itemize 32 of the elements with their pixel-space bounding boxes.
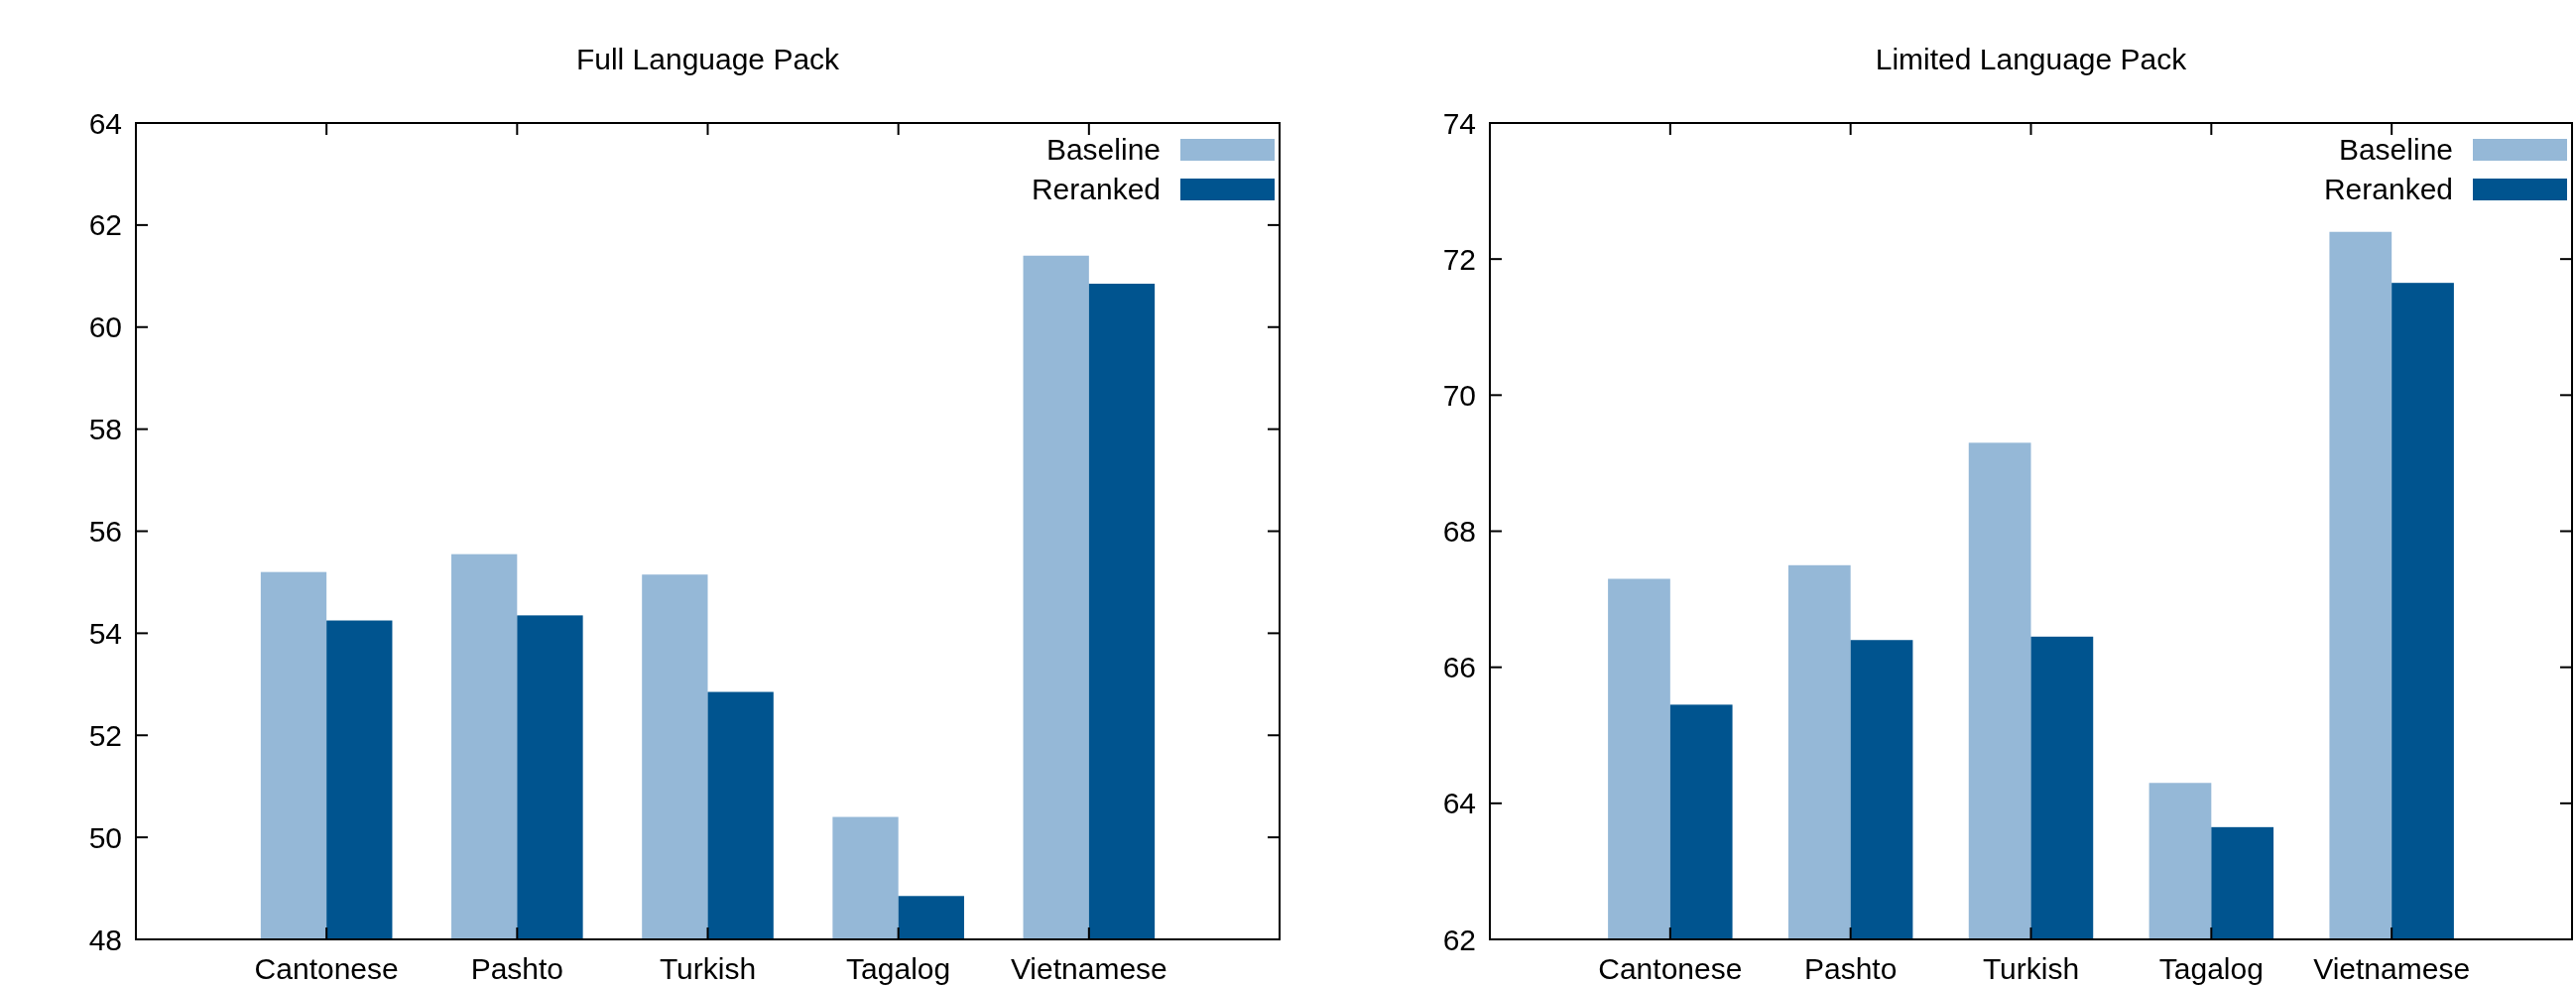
y-tick-label: 74 <box>1442 106 1476 140</box>
x-tick-label: Tagalog <box>846 952 951 985</box>
x-tick-label: Turkish <box>659 952 757 985</box>
y-tick-label: 48 <box>88 923 122 956</box>
x-tick-label: Vietnamese <box>1010 952 1167 985</box>
x-tick-label: Cantonese <box>1598 952 1743 985</box>
y-tick-label: 62 <box>1442 923 1476 956</box>
x-tick-label: Cantonese <box>254 952 399 985</box>
y-tick-label: 54 <box>88 616 122 650</box>
y-tick-label: 64 <box>88 106 122 140</box>
y-tick-label: 68 <box>1442 515 1476 548</box>
y-tick-label: 60 <box>88 310 122 344</box>
x-tick-label: Pashto <box>470 952 564 985</box>
legend-label: Baseline <box>2338 132 2453 166</box>
y-tick-label: 50 <box>88 820 122 854</box>
y-tick-label: 64 <box>1442 787 1476 820</box>
legend-label: Baseline <box>1045 132 1161 166</box>
legend-label: Reranked <box>2323 172 2453 205</box>
y-tick-label: 70 <box>1442 378 1476 412</box>
x-tick-label: Turkish <box>1982 952 2080 985</box>
y-tick-label: 66 <box>1442 651 1476 684</box>
y-tick-label: 58 <box>88 413 122 446</box>
x-tick-label: Tagalog <box>2158 952 2264 985</box>
x-tick-label: Pashto <box>1803 952 1898 985</box>
legend-label: Reranked <box>1031 172 1161 205</box>
y-tick-label: 52 <box>88 718 122 752</box>
y-tick-label: 72 <box>1442 242 1476 276</box>
chart-title: Full Language Pack <box>575 43 841 75</box>
y-tick-label: 56 <box>88 515 122 548</box>
x-tick-label: Vietnamese <box>2313 952 2471 985</box>
chart-title: Limited Language Pack <box>1875 43 2188 75</box>
y-tick-label: 62 <box>88 208 122 242</box>
